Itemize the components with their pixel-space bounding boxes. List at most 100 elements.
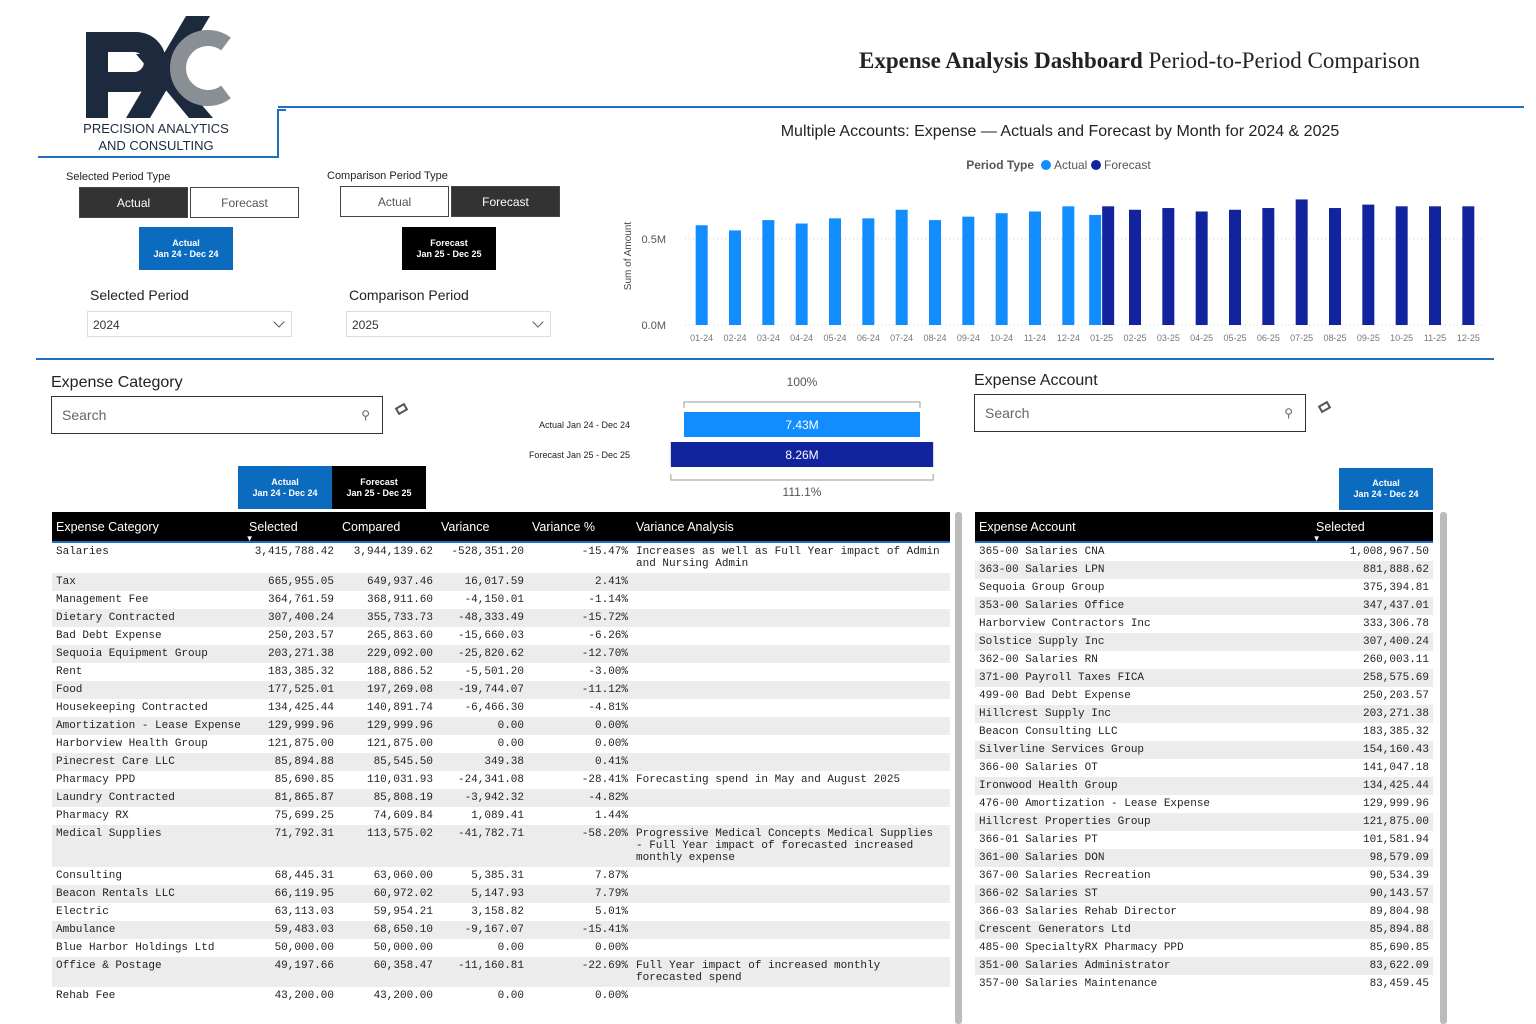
table-cell: 154,160.43: [1312, 741, 1433, 759]
table-cell: Harborview Health Group: [56, 738, 208, 750]
toggle-button[interactable]: Forecast: [451, 186, 560, 217]
card-range: Jan 24 - Dec 24: [252, 487, 318, 498]
table-row: Salaries 3,415,788.42 3,944,139.62 -528,351…: [52, 542, 950, 573]
table-cell: [632, 627, 950, 645]
table-cell: -12.70%: [528, 645, 632, 663]
search-box[interactable]: Search ⚲: [974, 394, 1306, 432]
table-cell: 183,385.32: [1362, 726, 1429, 738]
card-title: Forecast: [430, 237, 468, 248]
table-body: 365-00 Salaries CNA 1,008,967.50 363-00 Sa…: [975, 542, 1433, 993]
table-cell: Medical Supplies: [52, 825, 245, 867]
table-cell: 71,792.31: [245, 825, 338, 867]
search-box[interactable]: Search ⚲: [51, 396, 383, 434]
table-row: 366-02 Salaries ST 90,143.57: [975, 885, 1433, 903]
table-cell: 881,888.62: [1312, 561, 1433, 579]
card-title: Actual: [271, 476, 299, 487]
category-table-wrap: Expense Category Selected ▼ Compared Varianc…: [52, 512, 950, 1024]
dropdown-value: 2024: [93, 318, 120, 332]
bar: [1102, 206, 1115, 325]
table-cell: [632, 921, 950, 939]
toggle-button[interactable]: Actual: [79, 187, 188, 218]
table-cell: [632, 987, 950, 1005]
table-cell: 66,119.95: [245, 885, 338, 903]
table-cell: Forecasting spend in May and August 2025: [636, 774, 901, 786]
table-cell: 649,937.46: [338, 573, 437, 591]
table-row: Electric 63,113.03 59,954.21 3,158.82 5.01%: [52, 903, 950, 921]
comparison-bar: [684, 412, 920, 437]
table-cell: 368,911.60: [366, 594, 433, 606]
table-cell: 63,060.00: [373, 870, 433, 882]
scrollbar[interactable]: [1440, 512, 1447, 1024]
y-tick-label: 0.5M: [642, 234, 666, 246]
table-row: 476-00 Amortization - Lease Expense 129,9…: [975, 795, 1433, 813]
table-cell: -15.47%: [581, 546, 628, 558]
eraser-icon[interactable]: [394, 402, 409, 416]
table-cell: [632, 789, 950, 807]
x-tick-label: 01-25: [1090, 333, 1113, 343]
table-cell: Crescent Generators Ltd: [975, 921, 1312, 939]
comparison-bracket: [670, 474, 934, 481]
table-cell: -3.00%: [588, 666, 628, 678]
table-cell: [632, 573, 950, 591]
table-cell: 85,894.88: [1312, 921, 1433, 939]
bar: [1062, 206, 1075, 325]
x-tick-label: 02-24: [723, 333, 746, 343]
table-cell: 260,003.11: [1362, 654, 1429, 666]
scrollbar[interactable]: [955, 512, 962, 1024]
x-tick-label: 10-24: [990, 333, 1013, 343]
table-cell: [632, 663, 950, 681]
table-cell: -41,782.71: [437, 825, 528, 867]
toggle-button[interactable]: Forecast: [190, 187, 299, 218]
eraser-icon[interactable]: [1317, 400, 1332, 414]
table-row: Pinecrest Care LLC 85,894.88 85,545.50 349.…: [52, 753, 950, 771]
bar: [1129, 209, 1141, 325]
table-cell: 5,385.31: [471, 870, 524, 882]
table-cell: 0.00: [437, 717, 528, 735]
logo-p: [86, 32, 166, 118]
table-row: 351-00 Salaries Administrator 83,622.09: [975, 957, 1433, 975]
table-cell: 203,271.38: [245, 645, 338, 663]
table-cell: 50,000.00: [274, 942, 334, 954]
table-cell: Ironwood Health Group: [975, 777, 1312, 795]
table-cell: 83,622.09: [1312, 957, 1433, 975]
table-cell: -19,744.07: [437, 681, 528, 699]
table-cell: 361-00 Salaries DON: [975, 849, 1312, 867]
x-tick-label: 03-24: [757, 333, 780, 343]
table-cell: [632, 867, 950, 885]
table-cell: 0.00%: [594, 738, 628, 750]
table-cell: 85,690.85: [1369, 942, 1429, 954]
table-row: 485-00 SpecialtyRX Pharmacy PPD 85,690.85: [975, 939, 1433, 957]
table-cell: 1,008,967.50: [1349, 546, 1429, 558]
table-row: Sequoia Equipment Group 203,271.38 229,092…: [52, 645, 950, 663]
table-cell: -1.14%: [588, 594, 628, 606]
table-cell: 355,733.73: [338, 609, 437, 627]
column-header: Expense Category: [52, 512, 245, 543]
table-cell: 366-02 Salaries ST: [975, 885, 1312, 903]
table-cell: [632, 939, 950, 957]
y-tick-label: 0.0M: [642, 320, 666, 332]
header-row: Expense Category Selected ▼ Compared Varianc…: [52, 512, 950, 543]
table-cell: 3,415,788.42: [254, 546, 334, 558]
sort-arrow[interactable]: ▼: [1312, 533, 1321, 543]
bar: [862, 218, 875, 325]
table-cell: 351-00 Salaries Administrator: [975, 957, 1312, 975]
toggle-button[interactable]: Actual: [340, 186, 449, 217]
table-cell: Increases as well as Full Year impact of…: [636, 546, 940, 570]
table-cell: 183,385.32: [267, 666, 334, 678]
table-row: Ironwood Health Group 134,425.44: [975, 777, 1433, 795]
table-row: Silverline Services Group 154,160.43: [975, 741, 1433, 759]
legend-label: Actual: [1054, 158, 1087, 172]
table-cell: Solstice Supply Inc: [975, 633, 1312, 651]
table-cell: -24,341.08: [457, 774, 524, 786]
table-cell: Beacon Consulting LLC: [979, 726, 1118, 738]
table-cell: 121,875.00: [1312, 813, 1433, 831]
card-title: Forecast: [360, 476, 398, 487]
dropdown[interactable]: 2025: [346, 311, 551, 337]
sort-arrow[interactable]: ▼: [245, 533, 254, 543]
table-row: Ambulance 59,483.03 68,650.10 -9,167.07 -15.…: [52, 921, 950, 939]
table-cell: 129,999.96: [1362, 798, 1429, 810]
comparison-bar: [670, 442, 934, 467]
dropdown[interactable]: 2024: [87, 311, 292, 337]
card-title: Actual: [172, 237, 200, 248]
table-cell: 63,113.03: [274, 906, 334, 918]
